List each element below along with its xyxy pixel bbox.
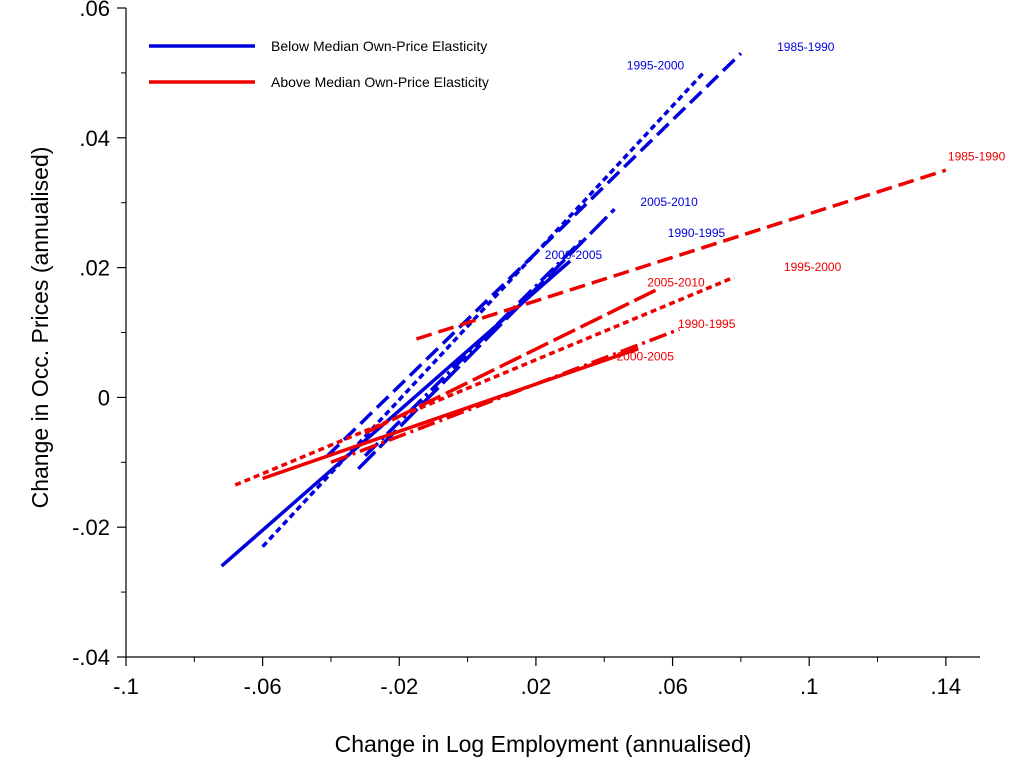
series-label-below-2005-2010: 2005-2010 xyxy=(640,195,698,209)
series-line-below-1995-2000 xyxy=(261,71,705,548)
x-axis-title: Change in Log Employment (annualised) xyxy=(335,731,752,757)
x-tick-label: -.06 xyxy=(244,674,282,699)
series-label-above-2000-2005: 2000-2005 xyxy=(617,349,675,363)
y-tick-label: -.04 xyxy=(72,645,110,670)
series-line-below-1990-1995 xyxy=(363,237,585,458)
y-tick-label: -.02 xyxy=(72,515,110,540)
legend-label: Below Median Own-Price Elasticity xyxy=(271,38,487,54)
x-tick-label: .14 xyxy=(931,674,962,699)
series-label-above-2005-2010: 2005-2010 xyxy=(647,275,705,289)
axes: -.04 -.02 0 .02 .04 .06 -.1 -.06 -.02 .02 .06 .1 .14 xyxy=(72,0,980,699)
legend-label: Above Median Own-Price Elasticity xyxy=(271,74,489,90)
y-tick-label: .06 xyxy=(79,0,110,21)
series-line-below-2000-2005 xyxy=(220,259,572,568)
y-tick-label: .04 xyxy=(79,126,110,151)
y-tick-label: .02 xyxy=(79,256,110,281)
legend: Below Median Own-Price Elasticity Above M… xyxy=(149,38,489,90)
x-tick-label: .1 xyxy=(800,674,818,699)
series-line-above-2005-2010 xyxy=(364,288,657,435)
series-label-below-2000-2005: 2000-2005 xyxy=(545,248,603,262)
y-tick-label: 0 xyxy=(98,385,110,410)
series-labels: 1985-1990 1995-2000 2005-2010 1990-1995 2000… xyxy=(545,40,1006,364)
series-label-below-1995-2000: 1995-2000 xyxy=(627,59,685,73)
x-tick-label: .06 xyxy=(657,674,688,699)
series-label-above-1985-1990: 1985-1990 xyxy=(948,150,1006,164)
series-line-below-1985-1990 xyxy=(326,52,743,458)
series-label-below-1985-1990: 1985-1990 xyxy=(777,40,835,54)
series-label-above-1995-2000: 1995-2000 xyxy=(784,260,842,274)
series-lines xyxy=(220,52,947,568)
series-line-above-2000-2005 xyxy=(262,347,639,481)
series-line-above-1995-2000 xyxy=(234,275,735,487)
series-label-above-1990-1995: 1990-1995 xyxy=(678,317,736,331)
x-tick-label: -.02 xyxy=(380,674,418,699)
y-axis-title: Change in Occ. Prices (annualised) xyxy=(27,147,53,509)
series-line-above-1985-1990 xyxy=(415,168,947,341)
series-label-below-1990-1995: 1990-1995 xyxy=(668,226,726,240)
x-tick-label: -.1 xyxy=(113,674,139,699)
x-tick-label: .02 xyxy=(521,674,552,699)
